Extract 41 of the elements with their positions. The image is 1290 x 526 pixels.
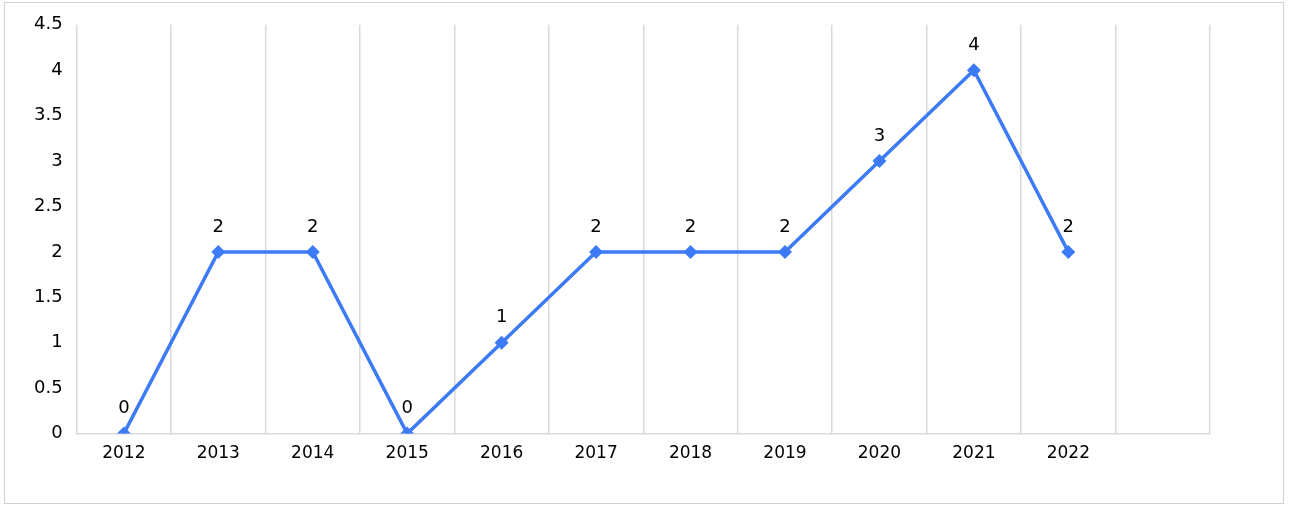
y-tick-label: 1.5 (33, 285, 63, 307)
data-label: 4 (968, 32, 980, 54)
data-label: 2 (1062, 214, 1075, 236)
data-label: 2 (684, 214, 697, 236)
y-tick-label: 4.5 (33, 12, 63, 34)
data-label: 2 (212, 214, 225, 236)
x-tick-label: 2019 (763, 442, 807, 463)
point (211, 244, 226, 259)
data-label: 2 (779, 214, 791, 236)
x-tick-label: 2013 (196, 442, 240, 463)
y-tick-label: 2 (51, 239, 63, 261)
x-tick-label: 2018 (668, 442, 713, 463)
point (494, 335, 509, 350)
data-label: 1 (495, 305, 508, 327)
x-tick-label: 2022 (1046, 442, 1090, 463)
y-tick-label: 3 (51, 148, 63, 170)
y-tick-label: 0.5 (33, 375, 63, 397)
y-tick-label: 0 (51, 421, 63, 443)
point (872, 154, 887, 169)
y-tick-label: 2.5 (33, 194, 63, 216)
point (777, 244, 792, 259)
data-label: 0 (401, 396, 413, 418)
data-label: 2 (307, 214, 319, 236)
point (1061, 244, 1076, 259)
y-tick-label: 1 (51, 330, 63, 352)
point (589, 244, 604, 259)
y-tick-label: 4 (51, 57, 63, 79)
point (305, 244, 320, 259)
data-label: 3 (873, 123, 886, 145)
x-tick-label: 2012 (102, 442, 146, 463)
y-tick-label: 3.5 (33, 103, 63, 125)
x-tick-label: 2014 (291, 442, 335, 463)
x-tick-label: 2015 (385, 442, 429, 463)
x-tick-label: 2016 (480, 442, 524, 463)
data-label: 2 (590, 214, 602, 236)
data-label: 0 (118, 396, 130, 418)
x-tick-label: 2020 (857, 442, 902, 463)
x-tick-label: 2017 (574, 442, 618, 463)
x-tick-label: 2021 (952, 442, 996, 463)
point (966, 63, 981, 78)
point (683, 244, 698, 259)
